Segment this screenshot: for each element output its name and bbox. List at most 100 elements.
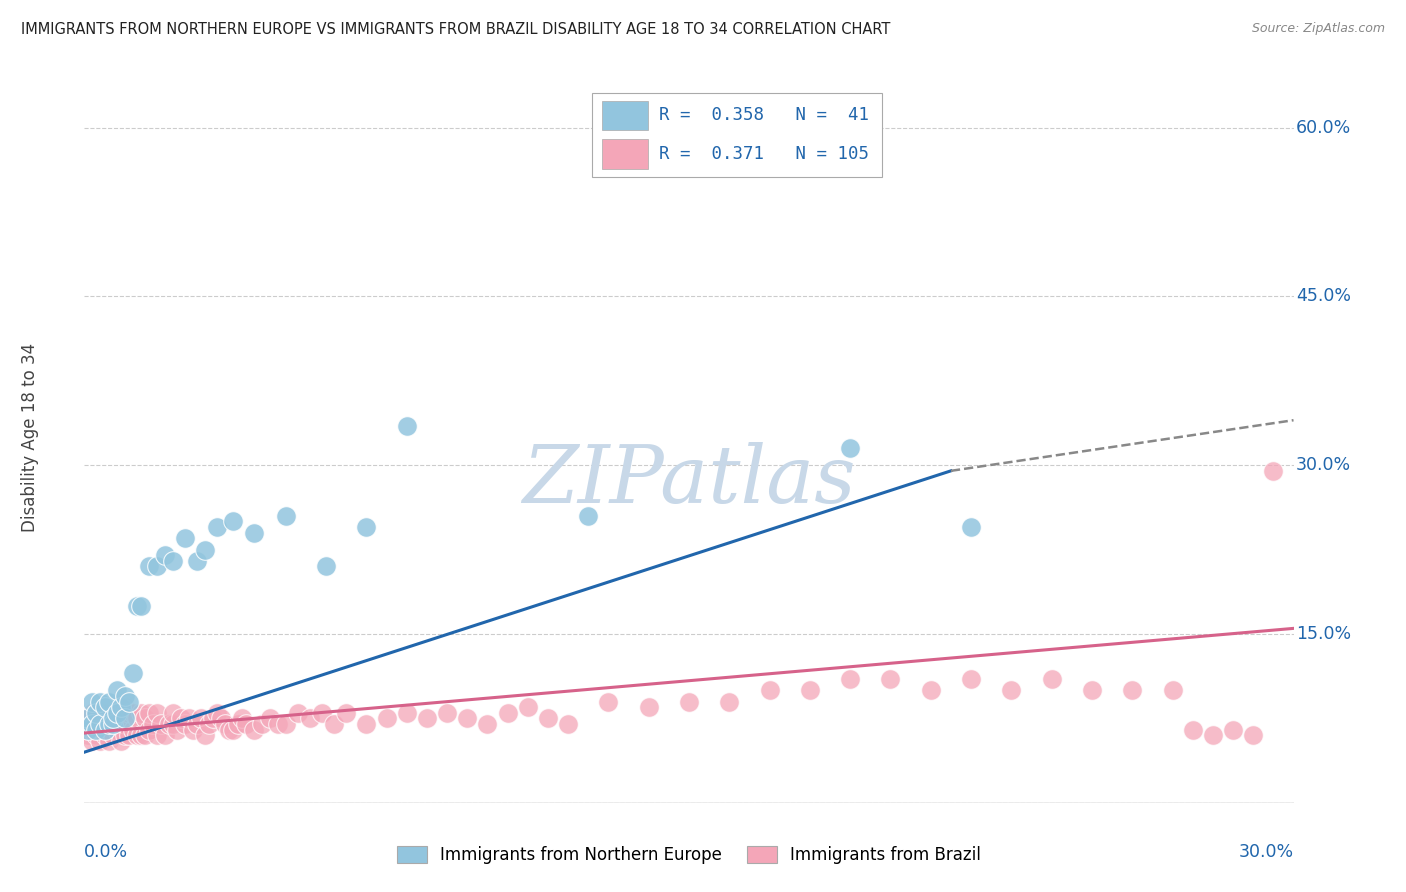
Point (138, 706, 160, 720)
Point (174, 717, 197, 731)
Point (235, 717, 257, 731)
Point (157, 717, 180, 731)
Point (181, 723, 204, 737)
Point (678, 694, 700, 708)
Point (125, 599, 148, 613)
Point (637, 700, 659, 714)
Point (879, 672, 901, 686)
Point (101, 717, 124, 731)
Point (114, 689, 136, 703)
Point (226, 717, 249, 731)
Point (242, 525, 264, 540)
Point (697, 126, 720, 140)
Point (97, 711, 120, 725)
Point (77, 728, 100, 742)
Point (174, 532, 197, 546)
Point (436, 706, 458, 720)
Text: IMMIGRANTS FROM NORTHERN EUROPE VS IMMIGRANTS FROM BRAZIL DISABILITY AGE 18 TO 3: IMMIGRANTS FROM NORTHERN EUROPE VS IMMIG… (21, 22, 890, 37)
Point (97, 717, 120, 731)
Point (93, 706, 115, 720)
Point (799, 683, 821, 698)
Point (93, 728, 115, 742)
Point (101, 728, 124, 742)
Text: R =  0.358   N =  41: R = 0.358 N = 41 (658, 106, 869, 124)
Text: 45.0%: 45.0% (1296, 287, 1351, 305)
Point (89, 717, 111, 731)
Point (311, 706, 333, 720)
Point (557, 717, 579, 731)
Point (222, 515, 245, 529)
Point (82, 717, 104, 731)
Point (89, 711, 111, 725)
Point (231, 711, 253, 725)
Point (395, 706, 418, 720)
FancyBboxPatch shape (602, 101, 648, 130)
Point (839, 672, 862, 686)
Point (82, 694, 104, 708)
Point (105, 683, 128, 698)
Point (153, 728, 176, 742)
Point (110, 734, 132, 748)
Point (250, 717, 273, 731)
Point (190, 711, 212, 725)
Point (86, 728, 108, 742)
Point (1040, 672, 1063, 686)
Point (129, 728, 152, 742)
Point (118, 728, 141, 742)
Point (86, 706, 108, 720)
Point (1241, 728, 1264, 742)
Point (114, 700, 136, 714)
Point (170, 711, 193, 725)
Point (97, 694, 120, 708)
Point (86, 717, 108, 731)
Point (1121, 683, 1143, 698)
Point (93, 717, 115, 731)
Point (395, 418, 418, 433)
Point (125, 711, 148, 725)
Point (82, 734, 104, 748)
Point (101, 711, 124, 725)
FancyBboxPatch shape (602, 139, 648, 169)
Point (162, 706, 184, 720)
Point (299, 711, 322, 725)
Point (356, 520, 378, 534)
Point (138, 559, 160, 574)
Point (142, 717, 165, 731)
Point (110, 700, 132, 714)
Point (134, 711, 156, 725)
Text: 30.0%: 30.0% (1296, 456, 1351, 475)
Text: Source: ZipAtlas.com: Source: ZipAtlas.com (1251, 22, 1385, 36)
Point (259, 711, 281, 725)
Point (105, 706, 128, 720)
Point (194, 728, 217, 742)
Point (960, 520, 983, 534)
Point (97, 734, 120, 748)
Point (86, 723, 108, 737)
Point (146, 728, 169, 742)
Point (287, 706, 309, 720)
Point (118, 694, 141, 708)
Point (121, 706, 143, 720)
Point (1161, 683, 1184, 698)
Legend: Immigrants from Northern Europe, Immigrants from Brazil: Immigrants from Northern Europe, Immigra… (396, 846, 981, 864)
Point (186, 717, 208, 731)
Point (516, 700, 538, 714)
Point (207, 520, 229, 534)
Point (375, 711, 398, 725)
Point (1081, 683, 1104, 698)
Point (149, 717, 172, 731)
Point (89, 734, 111, 748)
Point (718, 694, 741, 708)
Point (186, 554, 208, 568)
Point (146, 559, 169, 574)
Point (110, 711, 132, 725)
Point (218, 723, 240, 737)
Point (114, 717, 136, 731)
Point (1222, 723, 1244, 737)
Point (162, 717, 184, 731)
Point (198, 717, 221, 731)
Point (315, 559, 337, 574)
Point (93, 700, 115, 714)
Point (77, 723, 100, 737)
Point (920, 683, 942, 698)
